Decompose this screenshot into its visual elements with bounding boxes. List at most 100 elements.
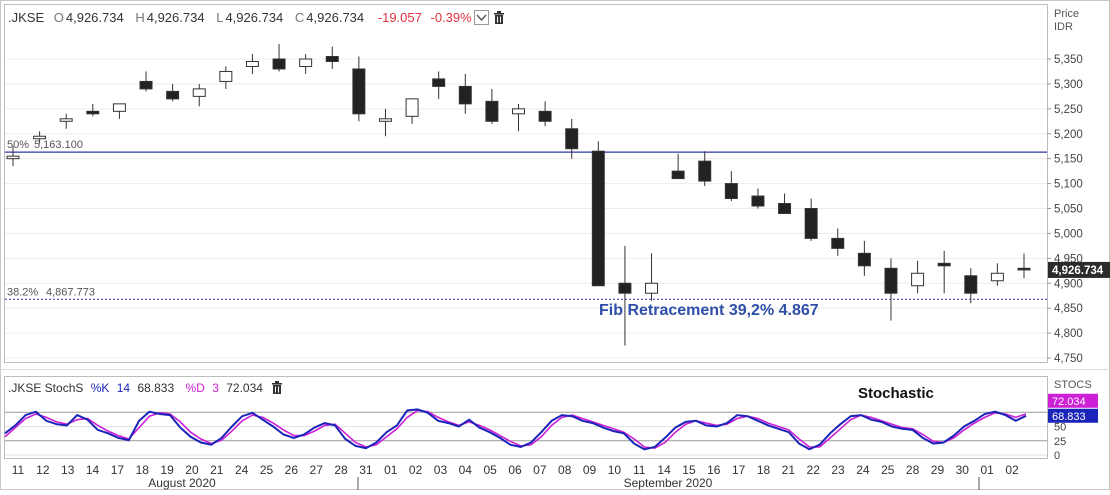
candle — [6, 146, 20, 167]
x-tick-label: 25 — [881, 463, 895, 477]
x-tick-label: 31 — [359, 463, 373, 477]
stoch-d-line — [4, 409, 1027, 450]
price-grid — [5, 58, 1047, 359]
x-tick-label: 18 — [136, 463, 150, 477]
candle — [671, 153, 685, 180]
candle — [378, 108, 392, 137]
price-tick-label: 5,100 — [1054, 179, 1083, 191]
x-tick-label: 09 — [583, 463, 597, 477]
candle — [245, 54, 259, 74]
candle — [538, 101, 552, 127]
candle — [618, 245, 632, 346]
x-tick-label: 22 — [807, 463, 821, 477]
stoch-k-line — [4, 408, 1027, 451]
candle — [512, 103, 525, 132]
x-tick-label: 16 — [707, 463, 721, 477]
stoch-tick-label: 0 — [1054, 450, 1060, 462]
x-tick-label: 27 — [310, 463, 324, 477]
stoch-d-tag — [1048, 393, 1098, 408]
stoch-tick-label: 50 — [1054, 422, 1066, 434]
legend-close: 4,926.734 — [306, 10, 364, 25]
x-tick-label: 13 — [61, 463, 75, 477]
x-tick-label: 08 — [558, 463, 572, 477]
legend-symbol: .JKSE — [8, 10, 44, 25]
x-tick-label: 24 — [856, 463, 870, 477]
stoch-trash-icon[interactable] — [272, 381, 282, 394]
stochastic-annotation: Stochastic — [858, 385, 934, 402]
x-tick-label: 12 — [36, 463, 50, 477]
candle — [485, 88, 499, 124]
x-tick-label: 11 — [633, 463, 646, 477]
legend-low-label: L — [216, 10, 223, 25]
x-tick-label: 06 — [508, 463, 522, 477]
x-tick-label: 02 — [1005, 463, 1019, 477]
last-price-label: 4,926.734 — [1052, 265, 1104, 277]
month-label: September 2020 — [624, 476, 713, 490]
candle — [219, 66, 233, 89]
price-tick-label: 4,750 — [1054, 353, 1083, 365]
legend-open: 4,926.734 — [66, 10, 124, 25]
time-axis: 11 12 13 14 17 18 19 20 21 24 25 26 27 28 31 01 02 03 04 05… — [12, 463, 1019, 490]
x-tick-label: 17 — [111, 463, 125, 477]
legend-change-pct: -0.39% — [430, 10, 472, 25]
x-tick-label: 28 — [906, 463, 920, 477]
candle — [565, 118, 579, 159]
candle — [272, 44, 286, 72]
stoch-d-label: %D — [186, 381, 206, 395]
candle — [325, 46, 339, 69]
price-axis: 5,350 5,300 5,250 5,200 5,150 5,100 5,050 5,000… — [1047, 54, 1083, 365]
legend-high: 4,926.734 — [147, 10, 205, 25]
svg-text:.JKSE StochS %K 14: .JKSE StochS %K 14 68.833 %D 3 72.034 — [8, 381, 263, 395]
legend-close-label: C — [295, 10, 304, 25]
legend-open-label: O — [54, 10, 64, 25]
stoch-d-value: 72.034 — [226, 381, 263, 395]
x-tick-label: 18 — [757, 463, 771, 477]
x-tick-label: 30 — [956, 463, 970, 477]
fib-38-label: 38.2% — [7, 286, 38, 298]
price-tick-label: 5,150 — [1054, 154, 1083, 166]
legend-high-label: H — [135, 10, 144, 25]
x-tick-label: 15 — [682, 463, 696, 477]
x-tick-label: 17 — [732, 463, 746, 477]
price-tick-label: 4,850 — [1054, 303, 1083, 315]
candle — [964, 268, 978, 304]
chevron-down-icon[interactable] — [474, 10, 489, 25]
x-tick-label: 01 — [980, 463, 994, 477]
fib-50-label: 50% — [7, 139, 29, 151]
x-tick-label: 01 — [384, 463, 398, 477]
x-tick-label: 04 — [459, 463, 473, 477]
candle — [804, 198, 818, 241]
stoch-k-tag-value: 68.833 — [1052, 411, 1086, 423]
candle — [59, 113, 73, 129]
candle — [831, 228, 845, 256]
candle — [1017, 253, 1031, 279]
candle — [299, 54, 313, 74]
candle — [458, 73, 472, 114]
price-axis-title: Price — [1054, 8, 1079, 20]
price-tick-label: 5,300 — [1054, 79, 1083, 91]
candle — [432, 71, 446, 99]
candle — [778, 193, 792, 214]
candle — [911, 260, 925, 294]
x-tick-label: 20 — [185, 463, 199, 477]
x-tick-label: 28 — [334, 463, 348, 477]
candle — [352, 56, 366, 122]
candlestick-series — [6, 44, 1031, 346]
price-tick-label: 5,050 — [1054, 204, 1083, 216]
trash-icon[interactable] — [494, 11, 504, 24]
price-tick-label: 5,250 — [1054, 104, 1083, 116]
price-tick-label: 5,200 — [1054, 129, 1083, 141]
stoch-axis-title: STOCS — [1054, 379, 1092, 391]
x-tick-label: 05 — [483, 463, 497, 477]
price-tick-label: 5,350 — [1054, 54, 1083, 66]
last-price-tag: 4,926.734 — [1048, 261, 1110, 278]
x-tick-label: 25 — [260, 463, 274, 477]
price-tick-label: 4,800 — [1054, 328, 1083, 340]
stoch-k-value: 68.833 — [137, 381, 174, 395]
stoch-k-label: %K — [91, 381, 110, 395]
stoch-title: .JKSE StochS — [8, 381, 83, 395]
legend-low: 4,926.734 — [225, 10, 283, 25]
x-tick-label: 21 — [210, 463, 224, 477]
